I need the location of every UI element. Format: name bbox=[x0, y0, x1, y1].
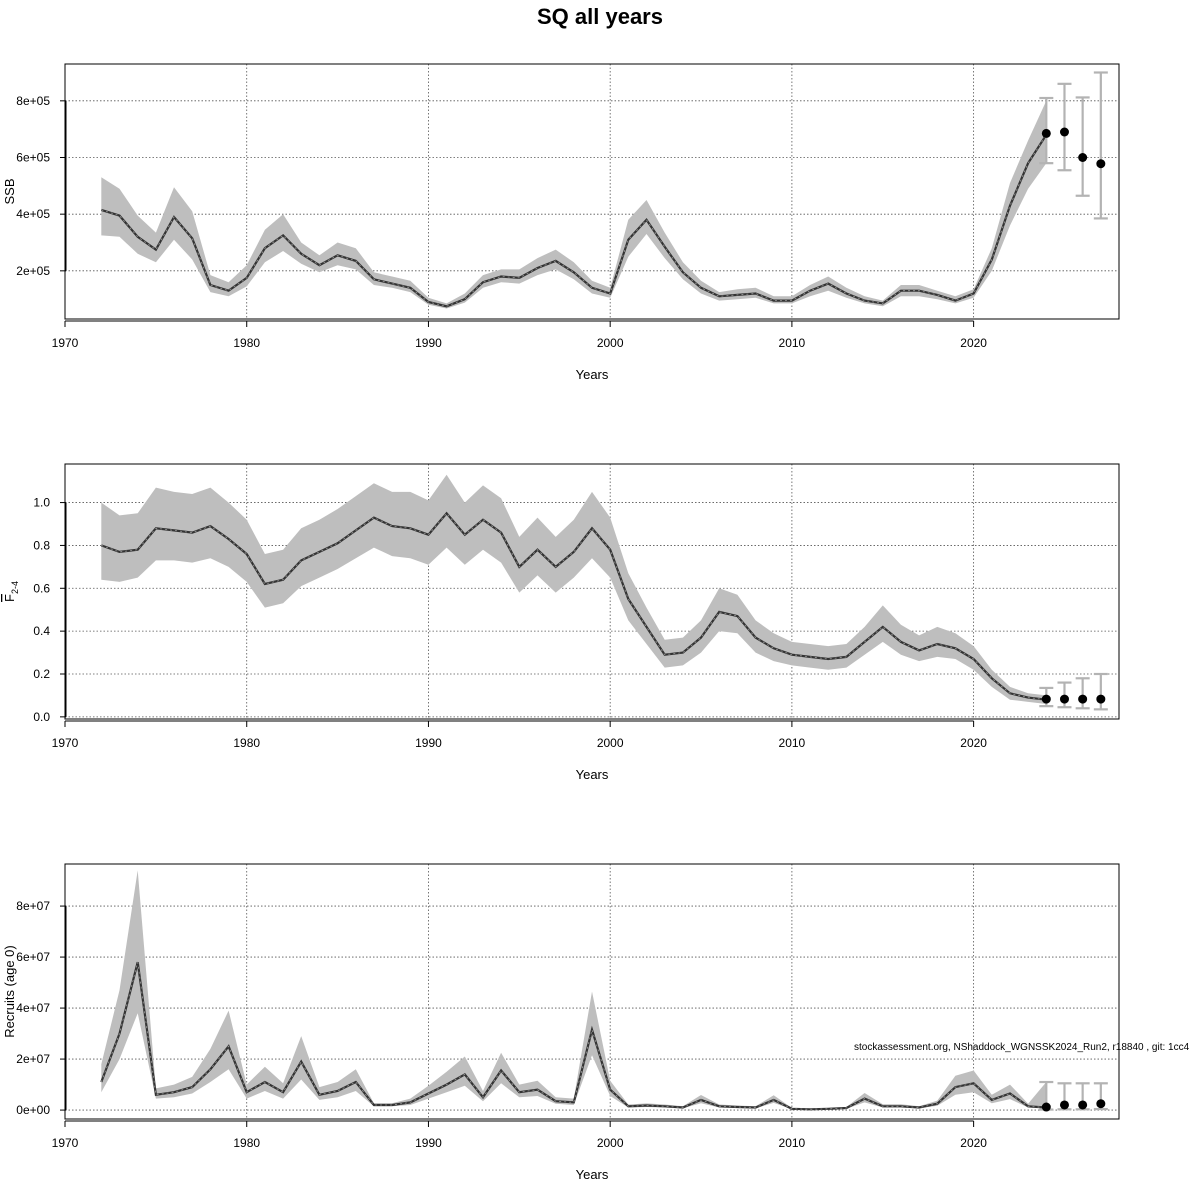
forecast-point bbox=[1059, 127, 1069, 137]
y-tick-label: 0.0 bbox=[33, 710, 50, 724]
forecast-point bbox=[1096, 1099, 1106, 1109]
x-tick-label: 2000 bbox=[597, 736, 624, 750]
x-tick-label: 2010 bbox=[779, 736, 806, 750]
chart-panel-2: 1970 1980 1990 2000 2010 2020 Years 0.0 0.2 0.4 0.… bbox=[2, 463, 1120, 782]
x-tick-label: 1980 bbox=[233, 336, 260, 350]
x-tick-label: 2020 bbox=[960, 1136, 987, 1150]
figure-title: SQ all years bbox=[537, 4, 663, 29]
x-tick-label: 2000 bbox=[597, 1136, 624, 1150]
x-tick-label: 1990 bbox=[415, 736, 442, 750]
y-axis-title-subscript: 2-4 bbox=[10, 581, 20, 594]
x-tick-label: 2010 bbox=[779, 1136, 806, 1150]
y-tick-label: 4e+05 bbox=[16, 207, 50, 221]
y-tick-label: 0.8 bbox=[33, 538, 50, 552]
y-tick-label: 0.2 bbox=[33, 667, 50, 681]
forecast-point bbox=[1078, 1100, 1088, 1110]
estimate-line-dashes bbox=[101, 512, 1047, 701]
x-axis-title: Years bbox=[576, 367, 609, 382]
y-tick-label: 0e+00 bbox=[16, 1103, 50, 1117]
forecast-point bbox=[1096, 159, 1106, 169]
forecast-point bbox=[1059, 694, 1069, 704]
plot-frame bbox=[64, 463, 1120, 720]
estimate-line bbox=[100, 961, 1047, 1111]
y-tick-label: 6e+07 bbox=[16, 950, 50, 964]
y-axis-title: Recruits (age 0) bbox=[2, 945, 17, 1037]
y-tick-label: 0.6 bbox=[33, 581, 50, 595]
y-tick-label: 2e+07 bbox=[16, 1052, 50, 1066]
y-tick-label: 8e+07 bbox=[16, 899, 50, 913]
x-tick-label: 1980 bbox=[233, 736, 260, 750]
x-tick-label: 2000 bbox=[597, 336, 624, 350]
panels: 1970 1980 1990 2000 2010 2020 Years 2e+05 4e+05 6… bbox=[2, 63, 1120, 1182]
x-tick-label: 1980 bbox=[233, 1136, 260, 1150]
forecast-point bbox=[1078, 694, 1088, 704]
forecast-point bbox=[1041, 128, 1051, 138]
chart-panel-1: 1970 1980 1990 2000 2010 2020 Years 2e+05 4e+05 6… bbox=[2, 63, 1120, 382]
x-tick-label: 1990 bbox=[415, 1136, 442, 1150]
x-tick-label: 1970 bbox=[52, 736, 79, 750]
chart-panel-3: 1970 1980 1990 2000 2010 2020 Years 0e+00 2e+07 4… bbox=[2, 863, 1120, 1182]
y-axis-title: SSB bbox=[2, 178, 17, 204]
forecast-point bbox=[1041, 694, 1051, 704]
x-tick-label: 2020 bbox=[960, 736, 987, 750]
y-axis-title-main: F bbox=[2, 594, 17, 602]
forecast-point bbox=[1041, 1102, 1051, 1112]
x-axis-title: Years bbox=[576, 767, 609, 782]
y-tick-label: 2e+05 bbox=[16, 264, 50, 278]
y-tick-label: 6e+05 bbox=[16, 151, 50, 165]
x-axis-title: Years bbox=[576, 1167, 609, 1182]
y-axis-title: F2-4 bbox=[2, 581, 20, 602]
x-tick-label: 2020 bbox=[960, 336, 987, 350]
forecast-point bbox=[1078, 153, 1088, 162]
estimate-line bbox=[100, 134, 1048, 308]
confidence-band bbox=[101, 870, 1047, 1110]
y-tick-label: 4e+07 bbox=[16, 1001, 50, 1015]
x-tick-label: 1990 bbox=[415, 336, 442, 350]
plot-frame bbox=[64, 863, 1120, 1120]
plot-frame bbox=[64, 63, 1120, 320]
x-tick-label: 2010 bbox=[779, 336, 806, 350]
forecast-point bbox=[1096, 694, 1106, 704]
y-tick-label: 0.4 bbox=[33, 624, 50, 638]
y-tick-label: 8e+05 bbox=[16, 94, 50, 108]
forecast-point bbox=[1059, 1100, 1069, 1110]
x-tick-label: 1970 bbox=[52, 1136, 79, 1150]
y-tick-label: 1.0 bbox=[33, 496, 50, 510]
footnote: stockassessment.org, NShaddock_WGNSSK202… bbox=[854, 1042, 1190, 1053]
x-tick-label: 1970 bbox=[52, 336, 79, 350]
confidence-band bbox=[101, 474, 1047, 704]
